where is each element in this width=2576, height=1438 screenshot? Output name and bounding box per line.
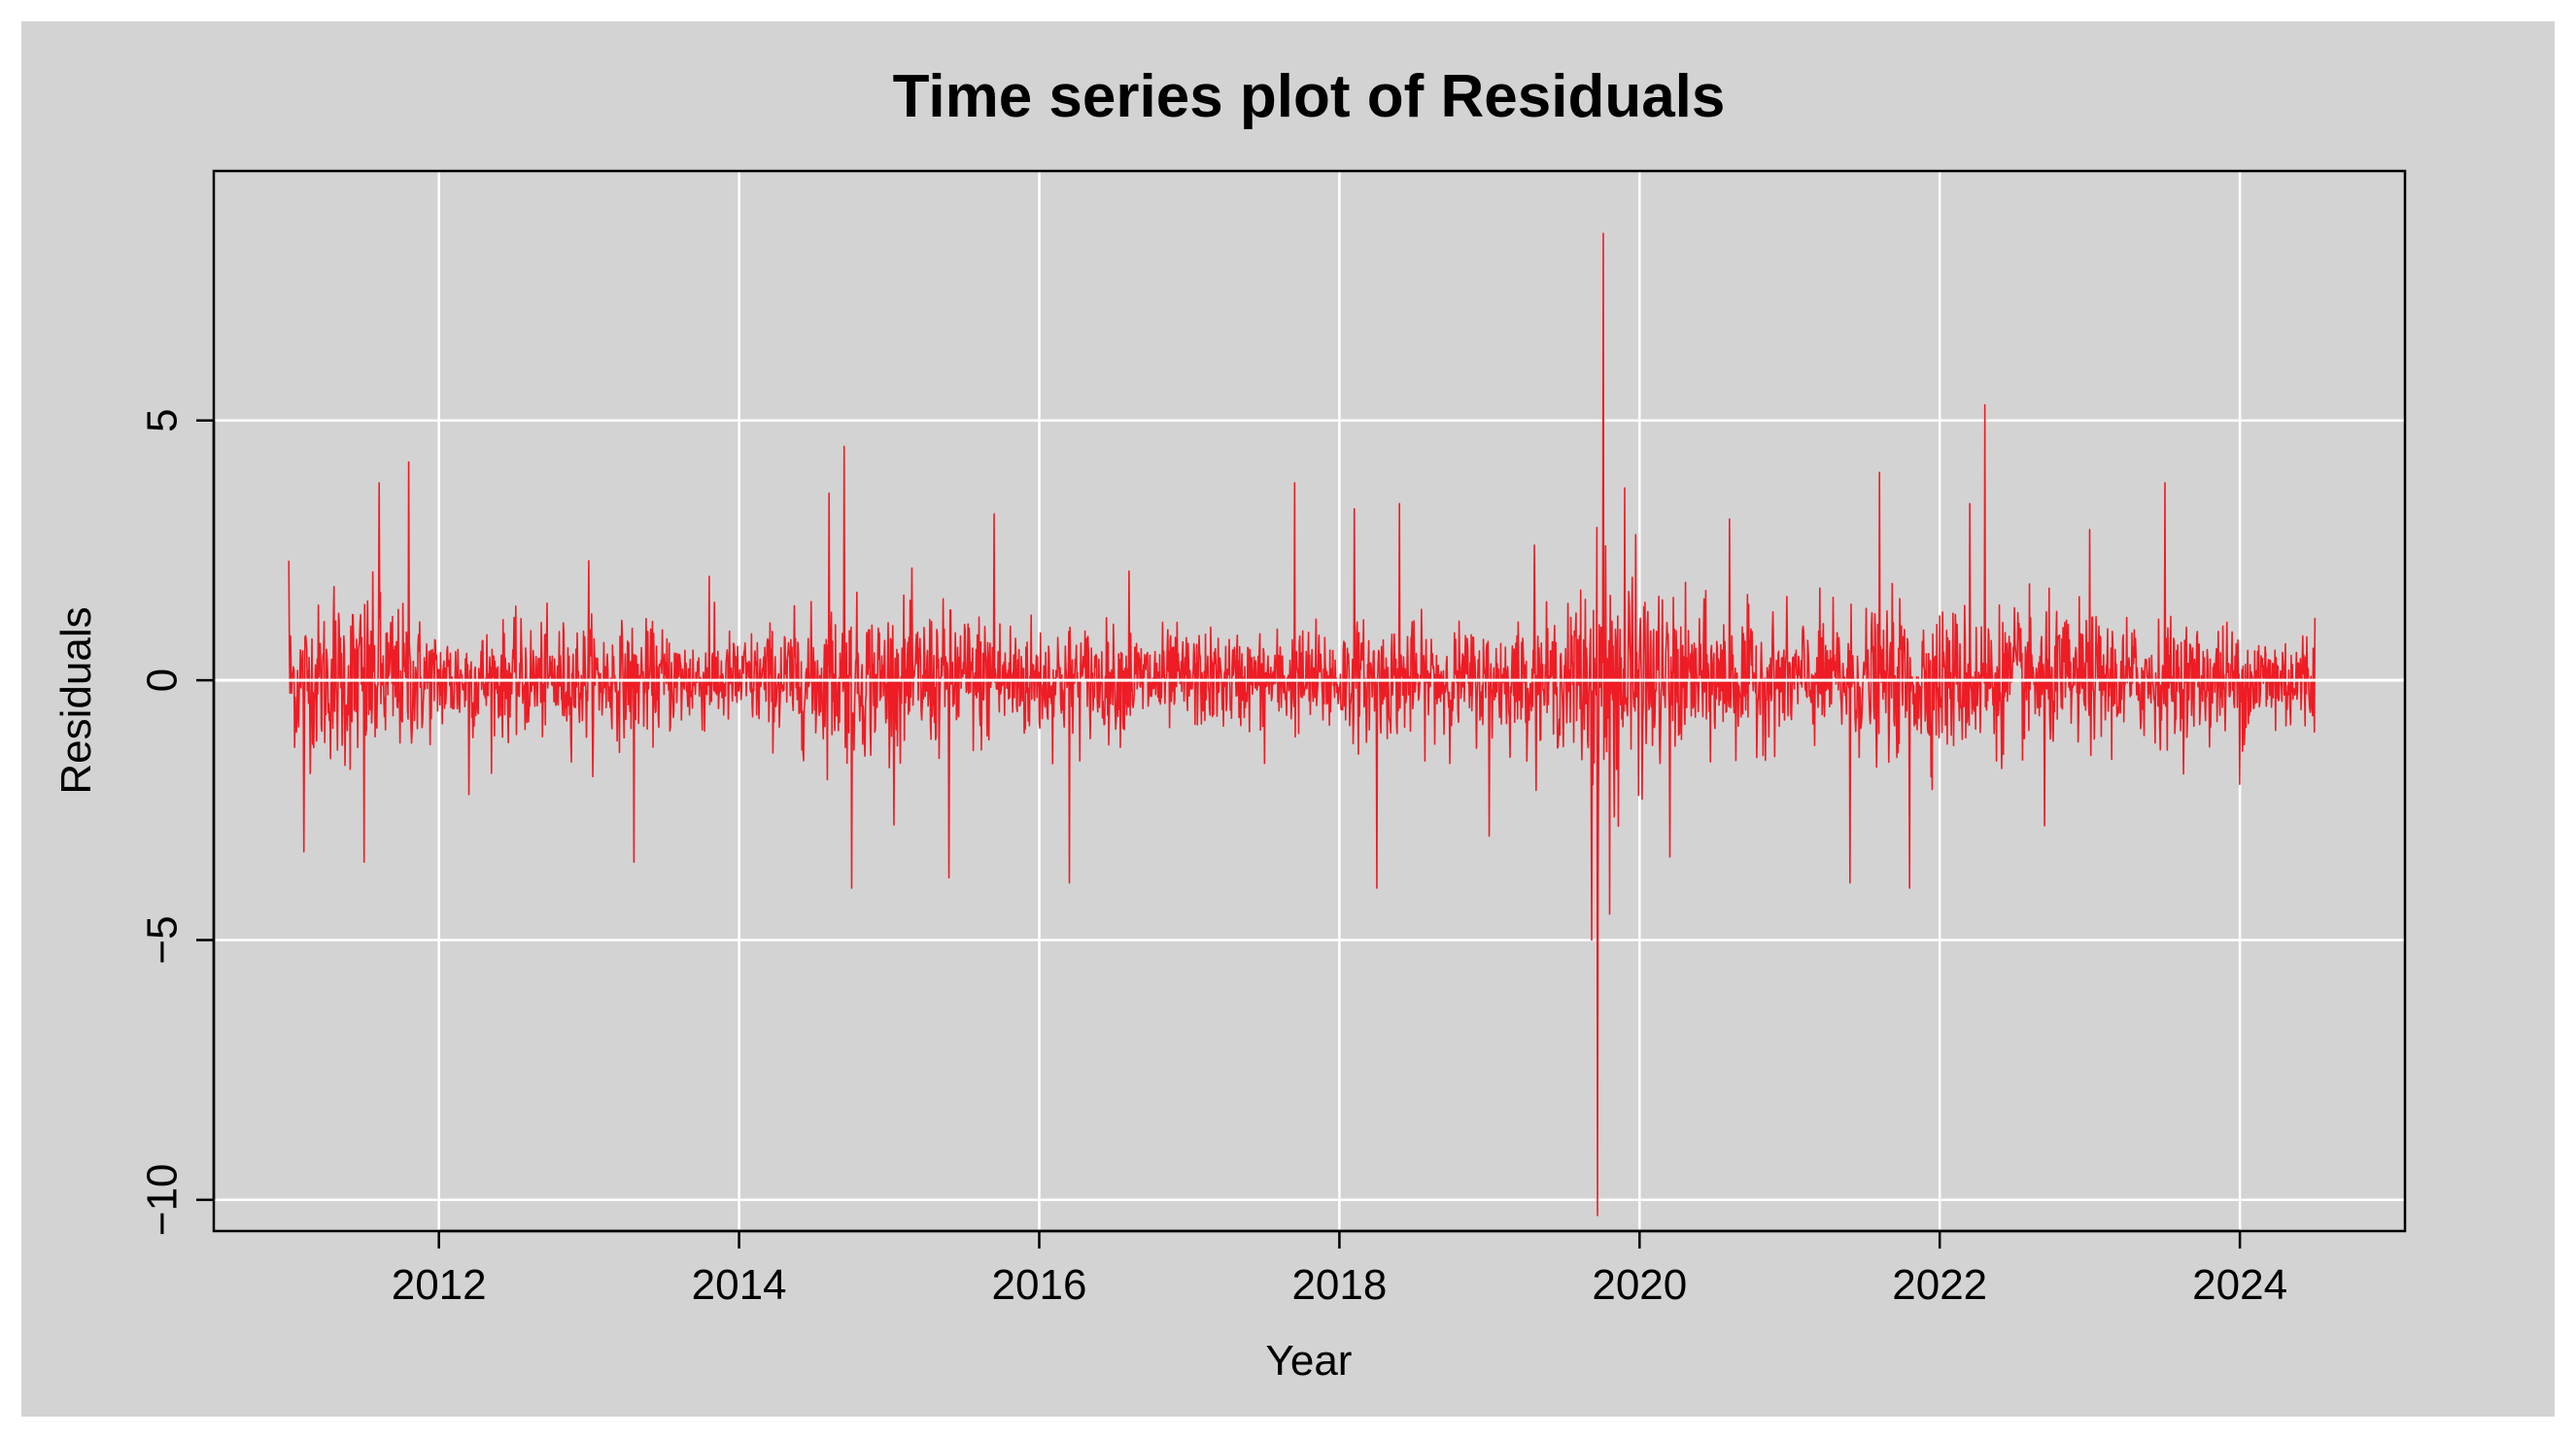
x-axis: 2012 2014 2016 2018 2020 2022 2024	[392, 1229, 2287, 1309]
y-tick-label-1: 0	[139, 668, 187, 692]
series-group	[288, 232, 2317, 1216]
y-axis-label: Residuals	[52, 606, 100, 794]
residuals-series-line	[288, 232, 2317, 1216]
y-tick-label-3: −10	[139, 1164, 187, 1237]
x-tick-label-2014: 2014	[692, 1261, 787, 1309]
chart-title: Time series plot of Residuals	[893, 63, 1726, 130]
x-axis-label: Year	[1266, 1337, 1353, 1385]
x-tick-label-2024: 2024	[2192, 1261, 2287, 1309]
chart-background	[21, 21, 2555, 1417]
y-tick-label-0: 5	[139, 408, 187, 431]
x-tick-label-2018: 2018	[1291, 1261, 1387, 1309]
y-tick-label-2: −5	[139, 915, 187, 964]
x-tick-label-2020: 2020	[1592, 1261, 1687, 1309]
x-tick-label-2016: 2016	[992, 1261, 1087, 1309]
x-tick-label-2022: 2022	[1892, 1261, 1987, 1309]
y-axis: 5 0 −5 −10	[139, 408, 216, 1237]
x-tick-label-2012: 2012	[392, 1261, 487, 1309]
